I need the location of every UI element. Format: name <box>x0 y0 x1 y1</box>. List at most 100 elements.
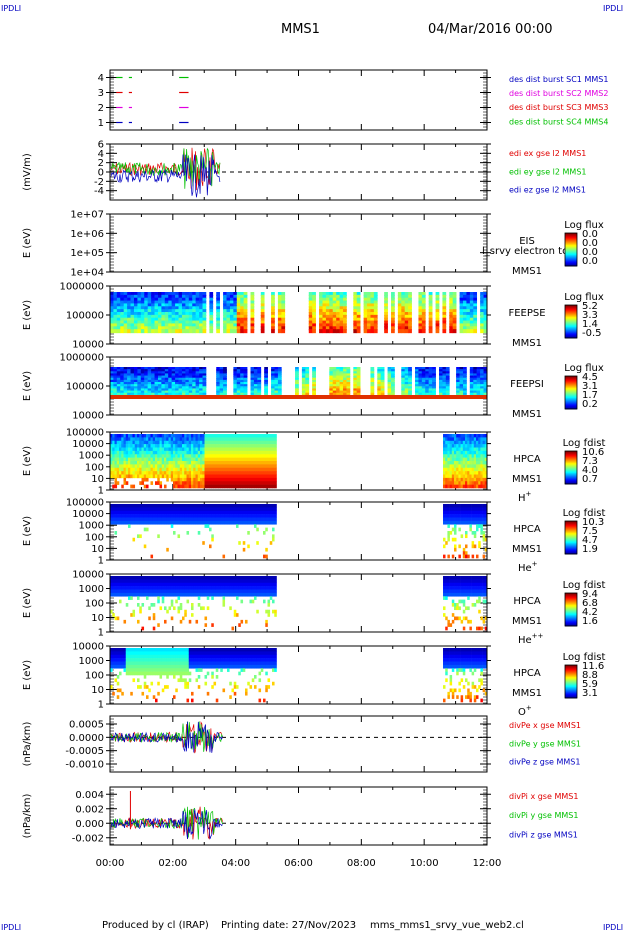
y-axis-label: (nPa/km) <box>22 794 33 839</box>
species-label: H+ <box>518 490 532 504</box>
y-tick-label: 10 <box>91 474 104 485</box>
colorbar-title: Log flux <box>564 292 604 303</box>
panel-burst: 1 2 3 4 des dist burst SC1 MMS1 des dist burs… <box>98 69 608 131</box>
header-spacecraft: MMS1 <box>281 22 320 37</box>
y-tick-label: 1000000 <box>59 282 104 293</box>
spacecraft-label: MMS1 <box>512 616 542 627</box>
colorbar-tick-label: 0.7 <box>582 474 598 485</box>
y-tick-label: 0.002 <box>75 804 104 815</box>
colorbar-title: Log flux <box>564 363 604 374</box>
y-axis-label: E (eV) <box>22 446 33 476</box>
y-tick-label: 10000 <box>72 411 104 422</box>
y-tick-label: 10000 <box>72 642 104 653</box>
colorbar <box>564 664 578 699</box>
x-tick-label: 12:00 <box>473 858 502 869</box>
y-axis-label: E (eV) <box>22 228 33 258</box>
y-tick-label: 100 <box>85 462 104 473</box>
colorbar <box>564 592 578 627</box>
colorbar <box>564 375 578 410</box>
y-tick-label: 1e+07 <box>70 210 104 221</box>
colorbar <box>564 232 578 267</box>
colorbar-tick-label: 7.5 <box>582 526 598 537</box>
colorbar-tick-label: 0.0 <box>582 247 598 258</box>
y-tick-label: 10000 <box>72 509 104 520</box>
colorbar-tick-label: 3.1 <box>582 381 598 392</box>
y-tick-label: 1e+06 <box>70 229 104 240</box>
series-line <box>110 154 221 198</box>
x-tick-label: 02:00 <box>158 858 187 869</box>
legend-entry: edi ex gse l2 MMS1 <box>509 149 586 158</box>
colorbar-tick-label: 0.0 <box>582 229 598 240</box>
colorbar-tick-label: -0.5 <box>582 328 602 339</box>
y-tick-label: 0.0005 <box>69 720 104 731</box>
colorbar-title: Log fdist <box>563 438 606 449</box>
y-axis-label: E (eV) <box>22 516 33 546</box>
y-tick-label: -0.0005 <box>65 746 104 757</box>
y-tick-label: 100 <box>85 599 104 610</box>
colorbar <box>564 520 578 555</box>
colorbar-tick-label: 3.1 <box>582 688 598 699</box>
y-tick-label: 2 <box>98 103 104 114</box>
panel-divpe: -0.0010 -0.0005 0.0000 0.0005 (nPa/km) divPe … <box>22 715 581 773</box>
species-label: He+ <box>518 560 538 574</box>
instrument-label: HPCA <box>513 524 541 535</box>
y-tick-label: 6 <box>98 140 104 151</box>
spacecraft-label: MMS1 <box>512 266 542 277</box>
colorbar-tick-label: 7.3 <box>582 456 598 467</box>
x-tick-label: 06:00 <box>284 858 313 869</box>
y-tick-label: 100 <box>85 671 104 682</box>
y-tick-label: -0.0010 <box>65 760 104 771</box>
panel-divpi: -0.002 0.000 0.002 0.004 (nPa/km) divPi x gse… <box>22 786 578 846</box>
y-tick-label: 1e+05 <box>70 248 104 259</box>
corner-label-top-left: IPDLI <box>1 4 22 13</box>
x-tick-label: 08:00 <box>347 858 376 869</box>
colorbar-title: Log fdist <box>563 580 606 591</box>
colorbar-tick-label: 1.7 <box>582 390 598 401</box>
y-tick-label: 1000 <box>79 451 104 462</box>
instrument-label: FEEPSE <box>508 308 545 319</box>
y-axis-label: E (eV) <box>22 660 33 690</box>
y-tick-label: 10 <box>91 685 104 696</box>
corner-label-bottom-right: IPDLI <box>603 923 624 932</box>
panel-frame <box>109 69 488 131</box>
instrument-label: HPCA <box>513 668 541 679</box>
legend-entry: des dist burst SC2 MMS2 <box>509 89 608 98</box>
y-tick-label: 3 <box>98 88 104 99</box>
colorbar-tick-label: 10.3 <box>582 517 604 528</box>
colorbar-title: Log fdist <box>563 508 606 519</box>
footer-file: mms_mms1_srvy_vue_web2.cl <box>370 920 524 931</box>
colorbar-tick-label: 8.8 <box>582 670 598 681</box>
x-tick-label: 10:00 <box>410 858 439 869</box>
y-tick-label: -2 <box>94 177 104 188</box>
legend-entry: divPi y gse MMS1 <box>509 811 578 820</box>
colorbar-tick-label: 5.9 <box>582 679 598 690</box>
legend-entry: divPe x gse MMS1 <box>509 721 581 730</box>
spacecraft-label: MMS1 <box>512 688 542 699</box>
y-axis-label: E (eV) <box>22 371 33 401</box>
panel-frame <box>109 213 488 273</box>
y-tick-label: 10000 <box>72 439 104 450</box>
corner-label-bottom-left: IPDLI <box>1 923 22 932</box>
footer-produced: Produced by cl (IRAP) <box>102 920 209 931</box>
y-tick-label: 1 <box>98 118 104 129</box>
corner-label-top-right: IPDLI <box>603 4 624 13</box>
x-tick-label: 04:00 <box>221 858 250 869</box>
y-tick-label: 0.0000 <box>69 733 104 744</box>
y-tick-label: 4 <box>98 149 104 160</box>
legend-entry: divPe z gse MMS1 <box>509 758 580 767</box>
y-axis-label: E (eV) <box>22 300 33 330</box>
colorbar-tick-label: 5.2 <box>582 301 598 312</box>
y-tick-label: 1000 <box>79 656 104 667</box>
legend-entry: divPe y gse MMS1 <box>509 739 581 748</box>
colorbar-tick-label: 10.6 <box>582 447 604 458</box>
overlay-text: l_srvy electron to <box>482 246 568 257</box>
y-axis-label: (nPa/km) <box>22 722 33 767</box>
y-axis-label: E (eV) <box>22 588 33 618</box>
colorbar-tick-label: 1.9 <box>582 544 598 555</box>
panel-frame <box>109 786 488 846</box>
y-tick-label: 1 <box>98 700 104 711</box>
legend-entry: des dist burst SC4 MMS4 <box>509 117 608 126</box>
colorbar-tick-label: 0.0 <box>582 238 598 249</box>
y-tick-label: 0.000 <box>75 819 104 830</box>
y-tick-label: 1e+04 <box>70 268 104 279</box>
